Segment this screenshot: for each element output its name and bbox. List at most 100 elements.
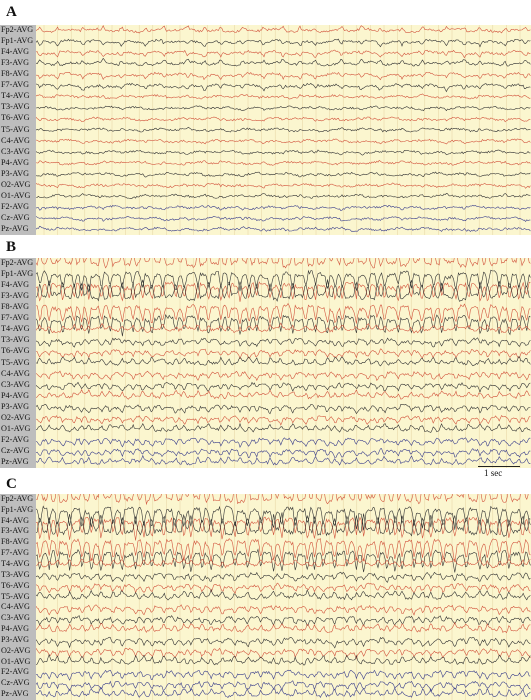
eeg-trace-t6-avg [36,582,531,594]
channel-label: Fp1-AVG [1,504,34,514]
channel-label: Fp1-AVG [1,36,34,46]
trace-area [36,25,531,235]
eeg-trace-f7-avg [36,548,531,573]
channel-label: C4-AVG [1,602,30,612]
eeg-trace-p4-avg [36,621,531,634]
eeg-trace-p4-avg [36,388,531,400]
channel-label: F7-AVG [1,80,30,90]
eeg-trace-t5-avg [36,126,531,133]
eeg-trace-t6-avg [36,116,531,123]
eeg-trace-fp2-avg [36,258,531,269]
channel-label: P3-AVG [1,634,30,644]
eeg-trace-f2-avg [36,669,531,681]
channel-label: P3-AVG [1,168,30,178]
channel-label: Cz-AVG [1,212,30,222]
eeg-trace-t6-avg [36,348,531,360]
channel-label: P4-AVG [1,624,30,634]
eeg-traces [36,494,531,700]
channel-label-column: Fp2-AVG Fp1-AVG F4-AVG F3-AVG F8-AVG F7-AVG T4… [0,25,36,235]
channel-label: F7-AVG [1,313,30,323]
channel-label: Pz-AVG [1,456,29,466]
eeg-trace-t4-avg [36,322,531,334]
channel-label: F8-AVG [1,69,30,79]
channel-label: T6-AVG [1,580,30,590]
eeg-trace-pz-avg [36,454,531,466]
eeg-trace-o2-avg [36,647,531,660]
channel-label: F2-AVG [1,667,30,677]
channel-label: T4-AVG [1,558,30,568]
eeg-trace-f7-avg [36,313,531,337]
channel-label: F8-AVG [1,302,30,312]
eeg-trace-o1-avg [36,422,531,433]
scalebar-label: 1 sec [484,468,503,478]
eeg-trace-t5-avg [36,588,531,601]
eeg-trace-p3-avg [36,403,531,415]
eeg-strip-b: Fp2-AVG Fp1-AVG F4-AVG F3-AVG F8-AVG F7-AVG T4… [0,258,531,468]
channel-label: T3-AVG [1,102,30,112]
eeg-trace-t3-avg [36,105,531,112]
channel-label: Cz-AVG [1,678,30,688]
eeg-trace-o1-avg [36,653,531,666]
eeg-strip-a: Fp2-AVG Fp1-AVG F4-AVG F3-AVG F8-AVG F7-AVG T4… [0,25,531,235]
channel-label: P4-AVG [1,157,30,167]
channel-label: T3-AVG [1,569,30,579]
channel-label: F3-AVG [1,526,30,536]
eeg-trace-c4-avg [36,370,531,382]
channel-label: Fp2-AVG [1,25,34,35]
channel-label: F3-AVG [1,291,30,301]
eeg-trace-fp1-avg [36,505,531,531]
channel-label: T6-AVG [1,113,30,123]
eeg-trace-cz-avg [36,448,531,458]
eeg-trace-fp1-avg [36,38,531,48]
channel-label: P3-AVG [1,401,30,411]
eeg-trace-f4-avg [36,281,531,302]
channel-label: Fp2-AVG [1,493,34,503]
channel-label: T3-AVG [1,335,30,345]
eeg-trace-f3-avg [36,512,531,537]
channel-label: Pz-AVG [1,689,29,699]
channel-label: C4-AVG [1,135,30,145]
eeg-trace-c3-avg [36,615,531,627]
channel-label: C3-AVG [1,146,30,156]
eeg-trace-o1-avg [36,193,531,199]
channel-label: T5-AVG [1,591,30,601]
channel-label-column: Fp2-AVG Fp1-AVG F4-AVG F3-AVG F8-AVG F7-AVG T4… [0,258,36,468]
channel-label: T5-AVG [1,357,30,367]
channel-label: T4-AVG [1,91,30,101]
trace-area [36,258,531,468]
eeg-trace-f2-avg [36,437,531,448]
eeg-trace-f8-avg [36,71,531,81]
eeg-trace-pz-avg [36,225,531,232]
eeg-trace-p3-avg [36,171,531,178]
panel-letter: A [6,4,17,20]
channel-label: Pz-AVG [1,223,29,233]
trace-area [36,494,531,700]
channel-label: F4-AVG [1,280,30,290]
eeg-trace-o2-avg [36,414,531,426]
eeg-trace-f4-avg [36,516,531,541]
channel-label: F3-AVG [1,58,30,68]
eeg-trace-f4-avg [36,49,531,59]
channel-label: P4-AVG [1,390,30,400]
channel-label: C3-AVG [1,379,30,389]
eeg-trace-t5-avg [36,356,531,367]
eeg-trace-cz-avg [36,680,531,693]
channel-label: F8-AVG [1,537,30,547]
eeg-strip-c: Fp2-AVG Fp1-AVG F4-AVG F3-AVG F8-AVG F7-AVG T4… [0,494,531,700]
channel-label: F7-AVG [1,548,30,558]
eeg-traces [36,25,531,235]
channel-label: Cz-AVG [1,445,30,455]
channel-label: O2-AVG [1,179,31,189]
eeg-trace-f7-avg [36,82,531,93]
channel-label: O1-AVG [1,656,31,666]
panel-letter: B [6,239,17,255]
eeg-trace-c3-avg [36,149,531,156]
eeg-trace-t4-avg [36,93,531,100]
eeg-trace-p4-avg [36,159,531,166]
channel-label: Fp2-AVG [1,258,34,268]
eeg-trace-pz-avg [36,686,531,699]
channel-label: T5-AVG [1,124,30,134]
channel-label: F2-AVG [1,434,30,444]
eeg-trace-t3-avg [36,571,531,583]
eeg-trace-p3-avg [36,636,531,649]
